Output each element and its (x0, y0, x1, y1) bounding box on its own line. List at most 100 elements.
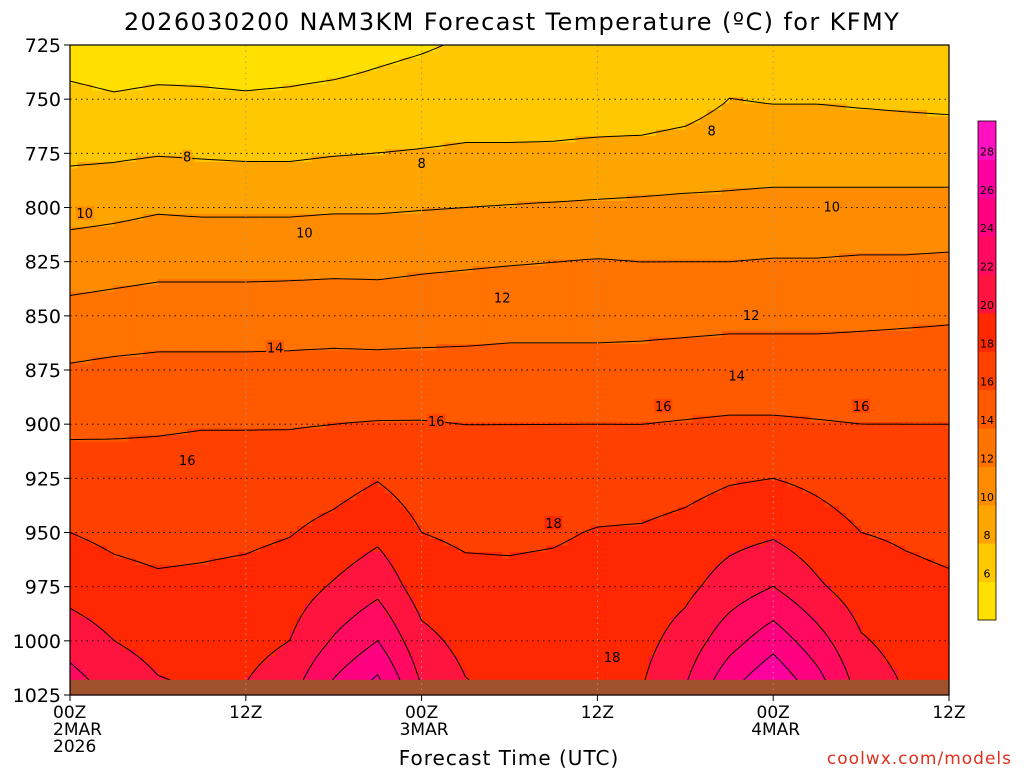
heat-cell (253, 175, 262, 183)
heat-cell (751, 233, 760, 241)
heat-cell (436, 201, 445, 209)
heat-cell (758, 168, 767, 176)
heat-cell (590, 90, 598, 98)
heat-cell (267, 123, 276, 131)
heat-cell (223, 253, 232, 261)
heat-cell (84, 142, 93, 150)
heat-cell (165, 168, 174, 176)
heat-cell (795, 227, 804, 235)
heat-cell (253, 227, 262, 235)
heat-cell (692, 298, 701, 306)
heat-cell (428, 149, 437, 157)
heat-cell (641, 207, 650, 215)
heat-cell (524, 77, 533, 85)
heat-cell (128, 279, 137, 287)
heat-cell (531, 175, 540, 183)
heat-cell (113, 136, 122, 144)
heat-cell (121, 116, 130, 124)
heat-cell (765, 266, 774, 274)
heat-cell (663, 214, 672, 222)
heat-cell (656, 285, 664, 293)
heat-cell (692, 71, 701, 79)
heat-cell (634, 194, 642, 202)
heat-cell (714, 266, 723, 274)
heat-cell (238, 84, 247, 92)
heat-cell (912, 97, 921, 105)
heat-cell (84, 259, 93, 267)
heat-cell (597, 311, 606, 319)
heat-cell (612, 292, 620, 300)
heat-cell (575, 110, 584, 118)
heat-cell (934, 175, 943, 183)
heat-cell (267, 149, 276, 157)
heat-cell (289, 155, 298, 163)
heat-cell (187, 84, 196, 92)
heat-cell (817, 58, 826, 66)
heat-cell (846, 266, 855, 274)
heat-cell (165, 279, 174, 287)
heat-cell (648, 116, 657, 124)
heat-cell (912, 58, 921, 66)
heat-cell (341, 214, 349, 222)
heat-cell (179, 259, 188, 267)
heat-cell (333, 103, 342, 111)
heat-cell (297, 253, 305, 261)
heat-cell (238, 279, 247, 287)
heat-cell (150, 155, 159, 163)
heat-cell (99, 272, 108, 280)
heat-cell (831, 285, 840, 293)
heat-cell (480, 162, 489, 170)
heat-cell (853, 207, 862, 215)
heat-cell (883, 123, 891, 131)
heat-cell (355, 305, 364, 313)
heat-cell (150, 181, 159, 189)
heat-cell (70, 298, 78, 306)
heat-cell (802, 149, 811, 157)
heat-cell (84, 45, 93, 53)
heat-cell (494, 71, 503, 79)
heat-cell (670, 253, 679, 261)
heat-cell (480, 227, 489, 235)
heat-cell (135, 97, 144, 105)
heat-cell (275, 142, 284, 150)
heat-cell (765, 58, 774, 66)
heat-cell (399, 149, 408, 157)
heat-cell (919, 71, 928, 79)
heat-cell (238, 220, 247, 228)
heat-cell (128, 168, 137, 176)
heat-cell (941, 142, 950, 150)
heat-cell (912, 84, 921, 92)
heat-cell (927, 253, 935, 261)
heat-cell (428, 51, 437, 59)
heat-cell (773, 181, 782, 189)
heat-cell (201, 266, 210, 274)
heat-cell (143, 201, 152, 209)
heat-cell (216, 149, 225, 157)
heat-cell (538, 285, 547, 293)
heat-cell (231, 110, 240, 118)
heat-cell (201, 194, 210, 202)
heat-cell (919, 181, 928, 189)
heat-cell (846, 227, 855, 235)
heat-cell (868, 207, 877, 215)
heat-cell (729, 188, 738, 196)
heat-cell (231, 103, 240, 111)
heat-cell (223, 45, 232, 53)
heat-cell (890, 188, 899, 196)
heat-cell (802, 233, 811, 241)
heat-cell (751, 58, 760, 66)
heat-cell (150, 58, 159, 66)
heat-cell (282, 220, 291, 228)
heat-cell (370, 103, 379, 111)
heat-cell (729, 129, 738, 137)
heat-cell (597, 246, 606, 254)
heat-cell (743, 45, 752, 53)
heat-cell (363, 97, 371, 105)
heat-cell (289, 149, 298, 157)
heat-cell (201, 103, 210, 111)
heat-cell (875, 266, 884, 274)
heat-cell (121, 194, 130, 202)
heat-cell (846, 45, 855, 53)
heat-cell (414, 201, 423, 209)
heat-cell (450, 227, 459, 235)
